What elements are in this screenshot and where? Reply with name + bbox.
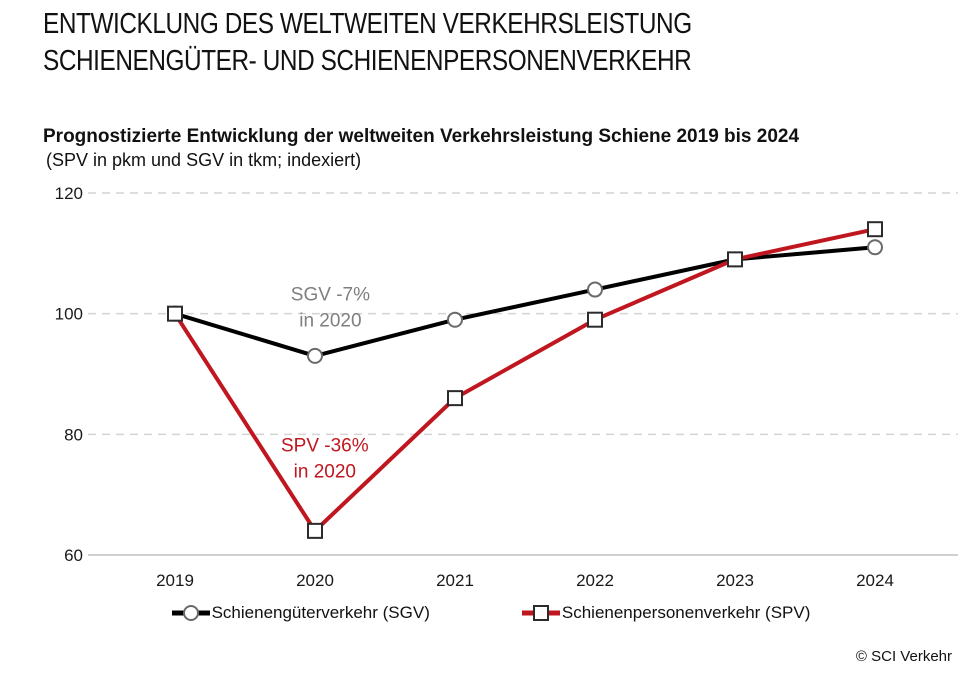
svg-text:2022: 2022	[576, 571, 614, 590]
spv-line-square-marker-icon	[521, 605, 560, 621]
svg-text:60: 60	[64, 546, 83, 565]
svg-text:120: 120	[55, 184, 83, 203]
page-title: ENTWICKLUNG DES WELTWEITEN VERKEHRSLEIST…	[43, 6, 692, 80]
data-point-circle	[307, 347, 323, 364]
legend-label-sgv: Schienengüterverkehr (SGV)	[211, 603, 430, 622]
copyright-credit: © SCI Verkehr	[855, 648, 952, 665]
data-point-square	[587, 311, 603, 328]
annotation-text: in 2020	[294, 461, 356, 482]
svg-text:100: 100	[55, 305, 83, 324]
svg-text:2024: 2024	[856, 571, 894, 590]
data-point-square	[167, 305, 183, 322]
svg-text:2020: 2020	[296, 571, 334, 590]
annotation-text: SGV -7%	[291, 285, 370, 306]
data-point-square	[727, 251, 743, 268]
page-title-line1: ENTWICKLUNG DES WELTWEITEN VERKEHRSLEIST…	[43, 8, 692, 40]
svg-text:2023: 2023	[716, 571, 754, 590]
chart-title: Prognostizierte Entwicklung der weltweit…	[43, 126, 800, 147]
chart-legend: Schienengüterverkehr (SGV) Schienenperso…	[0, 603, 980, 623]
sgv-line-circle-marker-icon	[171, 605, 210, 621]
series-line-1	[173, 227, 876, 533]
data-point-circle	[867, 239, 883, 256]
data-point-square	[867, 221, 883, 238]
legend-item-sgv: Schienengüterverkehr (SGV)	[170, 603, 430, 623]
svg-text:80: 80	[64, 425, 83, 444]
data-point-circle	[447, 311, 463, 328]
svg-text:2019: 2019	[156, 571, 194, 590]
annotation-text: SPV -36%	[281, 435, 369, 456]
series-line-0	[174, 245, 876, 358]
data-point-circle	[587, 281, 603, 298]
data-point-square	[447, 390, 463, 407]
annotation-text: in 2020	[299, 311, 361, 332]
legend-label-spv: Schienenpersonenverkehr (SPV)	[561, 603, 811, 622]
data-point-square	[307, 522, 323, 539]
legend-item-spv: Schienenpersonenverkehr (SPV)	[520, 603, 811, 623]
chart-units-note: (SPV in pkm und SGV in tkm; indexiert)	[46, 150, 362, 170]
page-title-line2: SCHIENENGÜTER- UND SCHIENENPERSONENVERKE…	[43, 45, 692, 77]
svg-text:2021: 2021	[436, 571, 474, 590]
